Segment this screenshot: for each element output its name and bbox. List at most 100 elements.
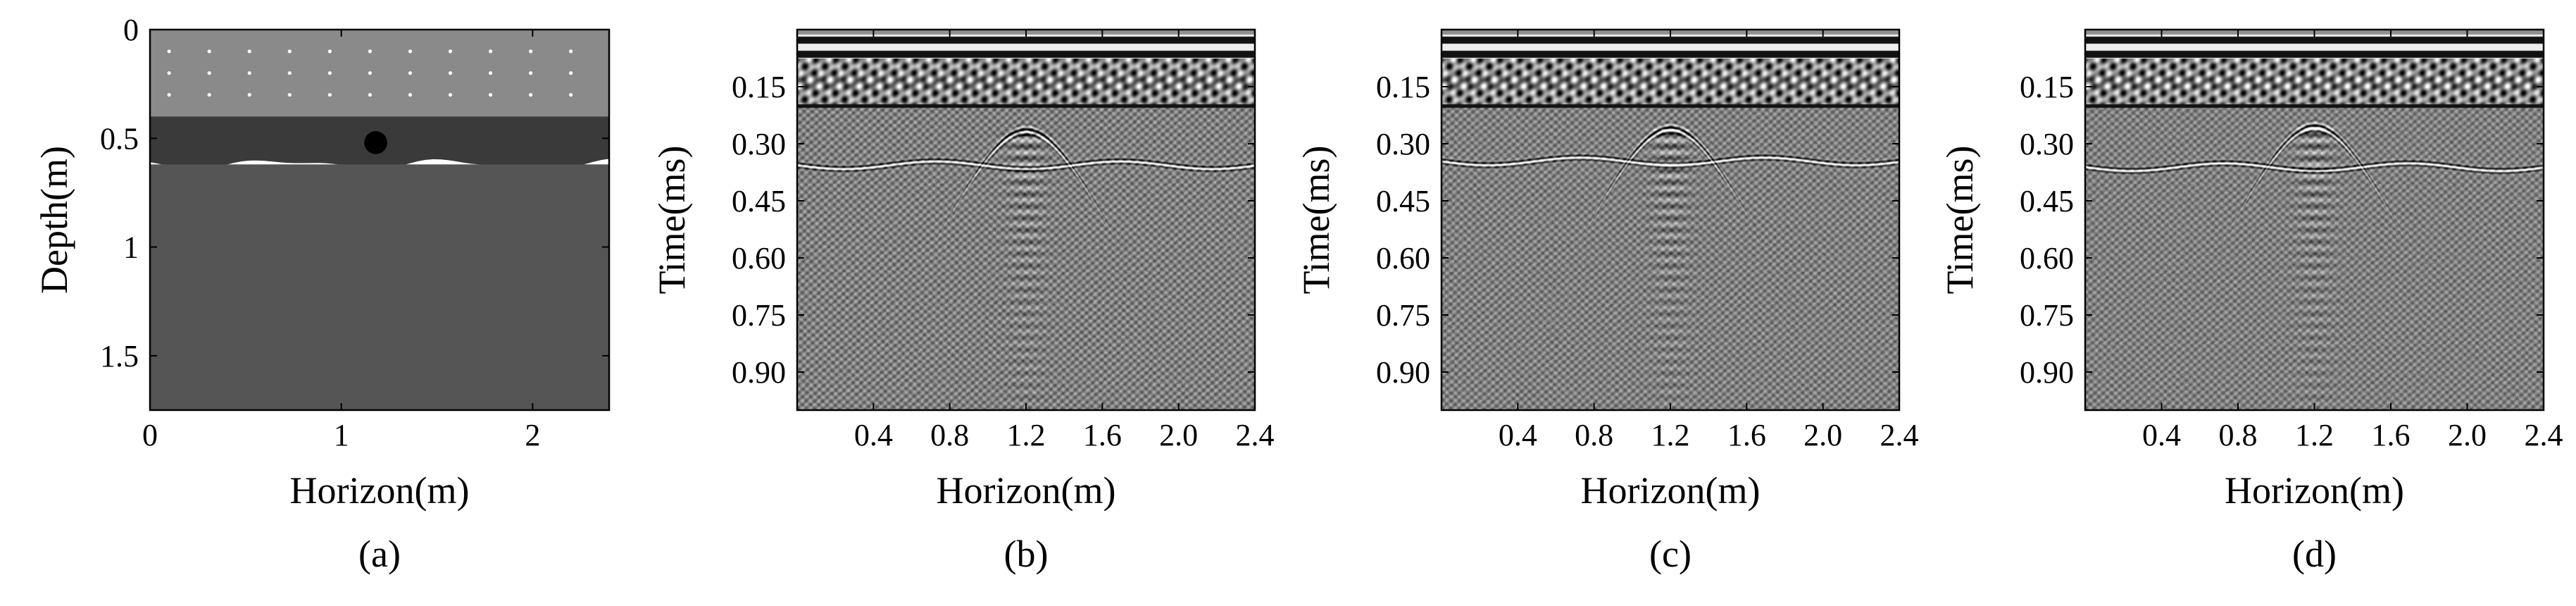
panel-c: 0.4 0.8 1.2 1.6 2.0 2.4 0.15 0.30 0.45 0.60 0.75 0.… [1295,28,1919,575]
y-tick-label: 0.45 [732,184,786,218]
x-tick-label: 1.2 [1007,418,1046,452]
antenna-dot [569,71,573,75]
radargram-image [797,30,1255,410]
layer-0 [150,30,609,117]
y-axis-label: Depth(m) [33,146,75,294]
y-tick-label: 0.60 [2020,241,2074,276]
antenna-dot [448,92,453,97]
y-tick-label: 0.5 [100,121,139,156]
panel-caption: (a) [358,533,401,575]
y-tick-label: 0.30 [1376,127,1430,161]
x-tick-label: 2.4 [1236,418,1275,452]
y-axis-label: Time(ms) [1295,145,1337,294]
antenna-dot [207,49,211,54]
x-tick-label: 1.6 [1727,418,1766,452]
y-tick-label: 0.45 [2020,184,2074,218]
panel-caption: (d) [2292,533,2337,575]
y-tick-label: 0.30 [2020,127,2074,161]
y-tick-label: 0.90 [2020,355,2074,390]
x-tick-label: 0.8 [930,418,969,452]
x-tick-label: 0.4 [1499,418,1537,452]
panel-caption: (c) [1649,533,1692,575]
y-tick-label: 0.15 [1376,70,1430,104]
y-tick-label: 0.75 [2020,298,2074,333]
y-tick-label: 0.75 [732,298,786,333]
antenna-dot [207,92,211,97]
y-tick-label: 1 [123,230,139,265]
y-tick-label: 0.90 [1376,355,1430,390]
x-axis-label: Horizon(m) [2225,469,2404,512]
antenna-dot [529,49,533,54]
x-tick-label: 0 [142,418,158,452]
antenna-dot [167,49,171,54]
x-tick-label: 0.4 [854,418,893,452]
x-axis-label: Horizon(m) [290,469,470,512]
antenna-dot [247,49,251,54]
antenna-dot [529,71,533,75]
antenna-dot [167,71,171,75]
antenna-dot [287,92,292,97]
antenna-dot [368,92,373,97]
panel-a: 0 1 2 0 0.5 1 1.5 Horizon(m) Depth(m) (a) [33,13,611,575]
antenna-dot [488,71,493,75]
antenna-dot [448,49,453,54]
x-tick-label: 2.0 [1159,418,1198,452]
buried-target [364,131,387,154]
antenna-dot [448,71,453,75]
antenna-dot [488,49,493,54]
x-tick-label: 1 [334,418,349,452]
x-tick-label: 1.2 [2295,418,2334,452]
y-tick-label: 0.75 [1376,298,1430,333]
antenna-dot [408,49,413,54]
panel-d: 0.4 0.8 1.2 1.6 2.0 2.4 0.15 0.30 0.45 0.60 0.75 0.… [1939,28,2563,575]
antenna-dot [408,92,413,97]
antenna-dot [368,49,373,54]
antenna-dot [327,92,332,97]
x-tick-label: 1.6 [1083,418,1122,452]
antenna-dot [327,71,332,75]
y-axis-label: Time(ms) [1939,145,1981,294]
x-axis-label: Horizon(m) [937,469,1116,512]
antenna-dot [529,92,533,97]
y-tick-label: 0.90 [732,355,786,390]
plot-frame [149,28,611,412]
antenna-dot [167,92,171,97]
x-tick-label: 0.8 [2219,418,2258,452]
x-tick-label: 2.0 [1803,418,1842,452]
y-tick-label: 0.15 [2020,70,2074,104]
x-tick-label: 1.2 [1651,418,1690,452]
x-tick-label: 1.6 [2372,418,2411,452]
x-tick-label: 2.4 [1880,418,1919,452]
x-tick-label: 0.4 [2142,418,2181,452]
antenna-dot [569,92,573,97]
antenna-dot [368,71,373,75]
panel-b: 0.4 0.8 1.2 1.6 2.0 2.4 0.15 0.30 0.45 0.60 0.75 0.… [651,28,1275,575]
antenna-dot [287,71,292,75]
x-axis-label: Horizon(m) [1581,469,1761,512]
antenna-dot [408,71,413,75]
antenna-dot [247,71,251,75]
y-tick-label: 0.30 [732,127,786,161]
y-tick-label: 0.15 [732,70,786,104]
y-tick-label: 0 [123,13,139,47]
radargram-image [1442,30,1899,410]
antenna-dot [247,92,251,97]
y-tick-label: 0.45 [1376,184,1430,218]
y-tick-label: 1.5 [100,339,139,373]
x-tick-label: 2 [525,418,540,452]
x-tick-label: 0.8 [1575,418,1613,452]
y-tick-label: 0.60 [732,241,786,276]
x-tick-label: 2.4 [2525,418,2563,452]
layer-2 [150,164,609,411]
antenna-dot [569,49,573,54]
panel-caption: (b) [1004,533,1049,575]
y-tick-label: 0.60 [1376,241,1430,276]
x-tick-label: 2.0 [2448,418,2487,452]
y-axis-label: Time(ms) [651,145,693,294]
radargram-image [2085,30,2544,410]
antenna-dot [287,49,292,54]
antenna-dot [488,92,493,97]
antenna-dot [207,71,211,75]
antenna-dot [327,49,332,54]
